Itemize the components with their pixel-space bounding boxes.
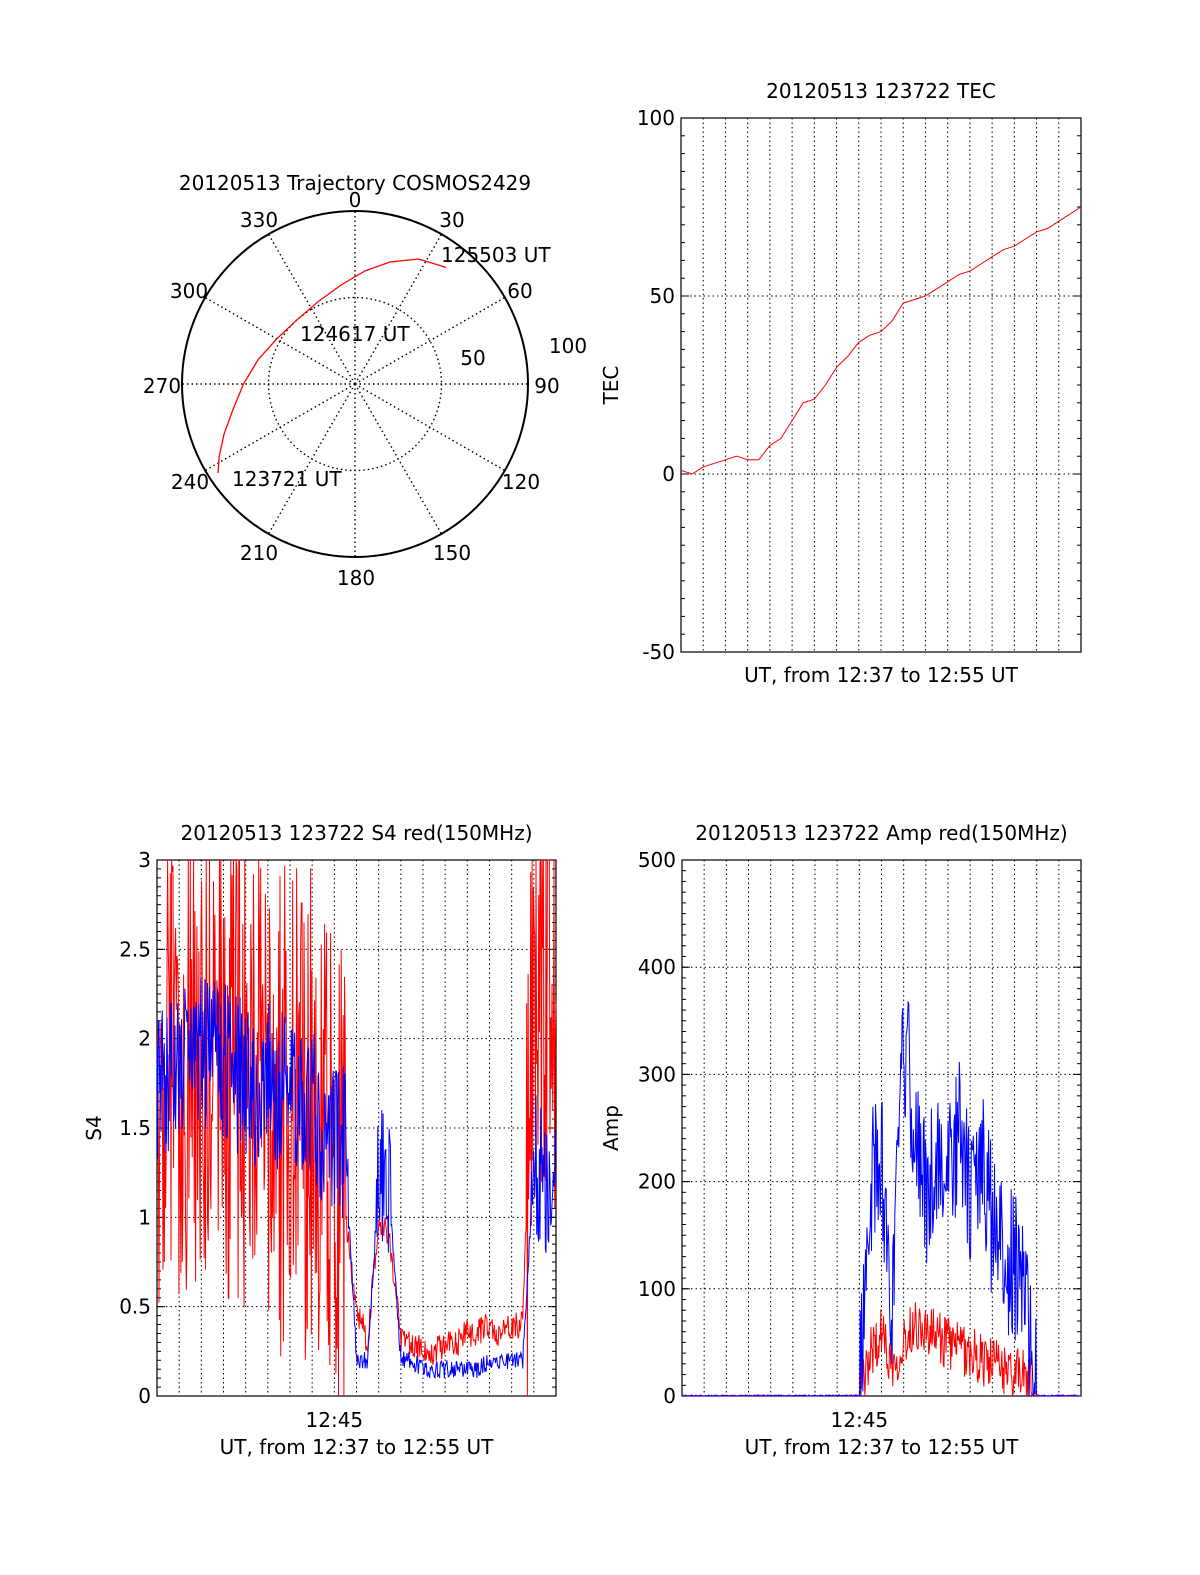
polar-angle-label: 120: [502, 470, 540, 494]
y-tick-label: 500: [638, 848, 676, 872]
y-tick-label: 2: [138, 1027, 151, 1051]
polar-radius-label: 50: [460, 346, 485, 370]
polar-angle-label: 60: [507, 279, 532, 303]
y-tick-label: 50: [650, 284, 675, 308]
y-tick-label: 300: [638, 1062, 676, 1086]
panel-title: 20120513 123722 Amp red(150MHz): [695, 821, 1067, 845]
series-line-red: [680, 206, 1082, 475]
y-tick-label: 100: [638, 1277, 676, 1301]
panel-title: 20120513 123722 TEC: [766, 79, 996, 103]
y-tick-label: -50: [642, 640, 675, 664]
x-tick-label: 12:45: [831, 1408, 889, 1432]
polar-angle-label: 300: [170, 279, 208, 303]
polar-angle-label: 90: [534, 374, 559, 398]
polar-time-annotation: 125503 UT: [441, 243, 551, 267]
series-line-blue: [156, 978, 557, 1380]
x-tick-label: 12:45: [306, 1408, 364, 1432]
polar-spoke-240: [204, 383, 356, 472]
polar-spoke-30: [354, 233, 443, 385]
polar-angle-label: 210: [240, 541, 278, 565]
chart-panel-1: 100 50 0 -50 20120513 123722 TEC UT, from 12:…: [599, 79, 1082, 687]
trajectory-line: [217, 258, 447, 474]
polar-title: 20120513 Trajectory COSMOS2429: [179, 171, 531, 195]
y-tick-label: 3: [138, 848, 151, 872]
y-tick-label: 1: [138, 1205, 151, 1229]
x-axis-label: UT, from 12:37 to 12:55 UT: [745, 1435, 1020, 1459]
x-axis-label: UT, from 12:37 to 12:55 UT: [744, 663, 1019, 687]
y-tick-label: 0: [662, 462, 675, 486]
series-line-red: [156, 859, 557, 1397]
polar-outer-circle: [181, 210, 529, 558]
polar-angle-label: 30: [439, 208, 464, 232]
polar-angle-label: 180: [337, 566, 375, 590]
polar-angle-label: 330: [240, 208, 278, 232]
polar-time-annotation: 124617 UT: [300, 322, 410, 346]
polar-radius-label: 100: [549, 334, 587, 358]
y-tick-label: 400: [638, 955, 676, 979]
y-tick-label: 200: [638, 1170, 676, 1194]
x-axis-label: UT, from 12:37 to 12:55 UT: [220, 1435, 495, 1459]
y-tick-label: 2.5: [119, 937, 151, 961]
polar-spoke-330: [267, 233, 356, 385]
y-axis-label: TEC: [599, 366, 623, 406]
y-tick-label: 0: [138, 1384, 151, 1408]
series-line-blue: [681, 1001, 1082, 1397]
y-tick-label: 1.5: [119, 1116, 151, 1140]
polar-spoke-210: [267, 383, 356, 535]
polar-spoke-300: [204, 296, 356, 385]
polar-spoke-60: [354, 296, 506, 385]
polar-spoke-150: [354, 383, 443, 535]
polar-spoke-120: [354, 383, 506, 472]
y-axis-label: Amp: [599, 1105, 623, 1151]
y-tick-label: 0: [663, 1384, 676, 1408]
polar-angle-label: 270: [143, 374, 181, 398]
panel-title: 20120513 123722 S4 red(150MHz): [181, 821, 533, 845]
chart-panel-2: 3 2.5 2 1.5 1 0.5 0 20120513 123722 S4 red(150M…: [82, 821, 557, 1459]
polar-angle-label: 240: [171, 470, 209, 494]
chart-panel-3: 500 400 300 200 100 0 20120513 123722 Amp red(…: [599, 821, 1082, 1459]
polar-angle-label: 0: [349, 188, 362, 212]
polar-angle-label: 150: [433, 541, 471, 565]
y-tick-label: 0.5: [119, 1295, 151, 1319]
series-line-red: [681, 1302, 1081, 1398]
polar-time-annotation: 123721 UT: [232, 467, 342, 491]
y-axis-label: S4: [82, 1115, 106, 1140]
y-tick-label: 100: [637, 106, 675, 130]
